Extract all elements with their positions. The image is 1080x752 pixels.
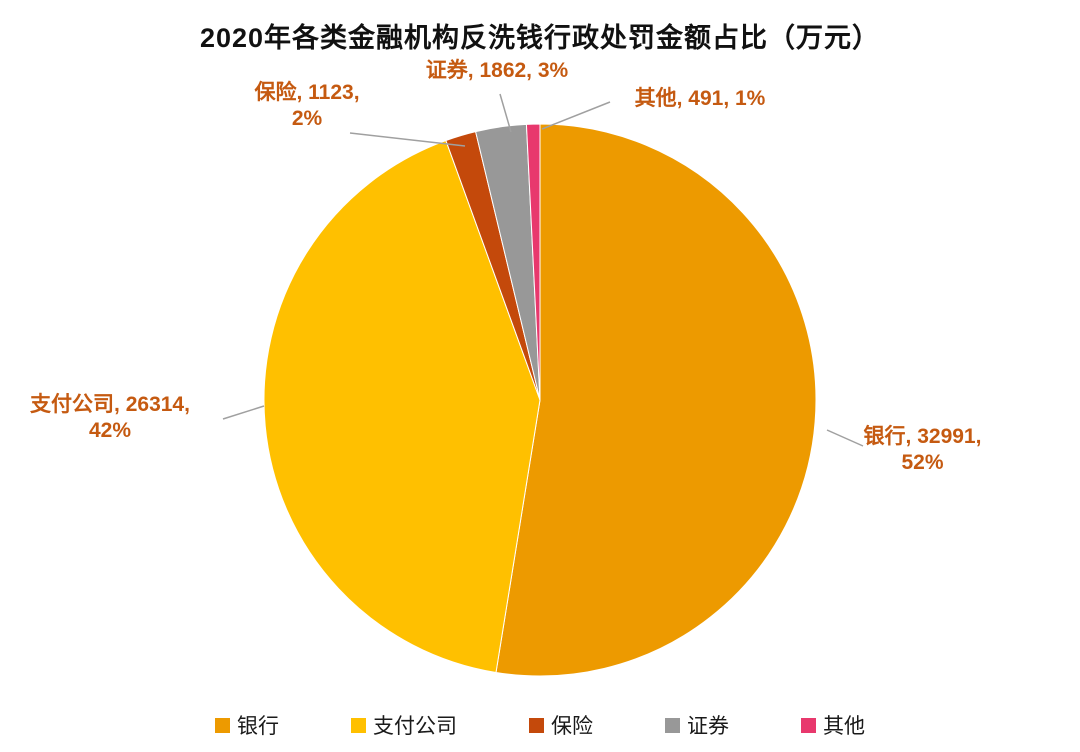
leader-line-other	[541, 101, 611, 130]
leader-line-bank	[826, 429, 864, 447]
legend-swatch-insurance	[529, 717, 544, 733]
legend-label-payment: 支付公司	[373, 715, 457, 738]
pie-slice-payment	[263, 139, 541, 674]
leader-lines-group	[222, 93, 864, 447]
leader-line-insurance	[349, 132, 466, 147]
callout-other: 其他, 491, 1%	[634, 87, 766, 110]
legend-item-bank: 银行	[215, 710, 279, 740]
callout-insurance: 保险, 1123, 2%	[254, 81, 360, 131]
legend-swatch-other	[801, 717, 816, 733]
pie-slice-other	[525, 123, 541, 401]
legend-label-insurance: 保险	[551, 715, 593, 738]
legend: 银行 支付公司 保险 证券 其他	[0, 710, 1080, 740]
callout-payment: 支付公司, 26314, 42%	[30, 393, 190, 443]
legend-item-payment: 支付公司	[351, 710, 457, 740]
leader-line-securities	[499, 93, 512, 133]
legend-item-other: 其他	[801, 710, 865, 740]
callout-securities: 证券, 1862, 3%	[425, 59, 569, 82]
legend-swatch-securities	[665, 717, 680, 733]
legend-label-other: 其他	[823, 715, 865, 738]
legend-swatch-payment	[351, 717, 366, 733]
legend-item-securities: 证券	[665, 710, 729, 740]
callout-bank: 银行, 32991, 52%	[863, 425, 982, 475]
chart-title: 2020年各类金融机构反洗钱行政处罚金额占比（万元）	[199, 23, 881, 53]
pie-slice-bank	[495, 123, 817, 677]
legend-item-insurance: 保险	[529, 710, 593, 740]
legend-swatch-bank	[215, 717, 230, 733]
legend-label-securities: 证券	[687, 715, 729, 738]
pie-slices-group	[263, 123, 817, 677]
legend-label-bank: 银行	[237, 715, 279, 738]
leader-line-payment	[222, 405, 265, 420]
